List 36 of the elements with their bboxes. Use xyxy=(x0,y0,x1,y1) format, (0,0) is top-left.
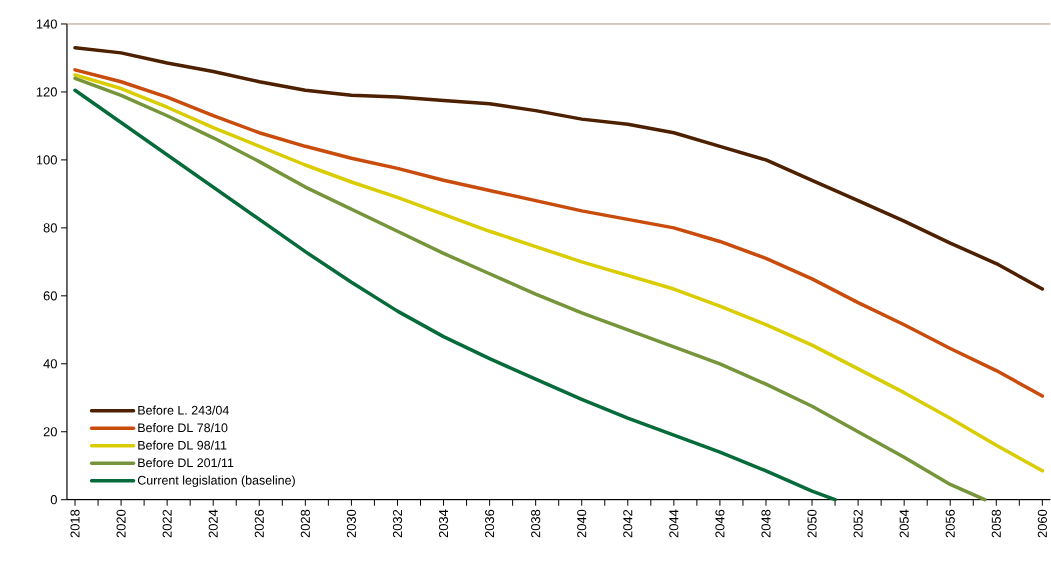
x-tick-label: 2054 xyxy=(899,509,909,538)
x-tick-label: 2030 xyxy=(346,509,356,538)
x-tick-label: 2050 xyxy=(807,509,817,538)
x-tick-label: 2028 xyxy=(300,509,310,538)
x-tick-label: 2052 xyxy=(853,510,863,538)
legend-label: Before DL 78/10 xyxy=(138,423,228,433)
x-tick-label: 2032 xyxy=(392,510,403,538)
x-tick-label: 2024 xyxy=(208,509,218,538)
x-tick-label: 2022 xyxy=(162,510,172,538)
legend-label: Before DL 98/11 xyxy=(138,440,227,450)
y-tick-label: 20 xyxy=(43,427,57,437)
x-tick-label: 2034 xyxy=(438,509,449,538)
x-tick-label: 2020 xyxy=(116,509,126,538)
x-tick-label: 2026 xyxy=(254,509,264,538)
x-tick-label: 2060 xyxy=(1037,509,1047,538)
x-tick-label: 2038 xyxy=(531,509,541,538)
legend-label: Before DL 201/11 xyxy=(138,458,234,468)
y-tick-label: 120 xyxy=(36,87,57,97)
x-tick-label: 2048 xyxy=(761,509,771,538)
x-tick-label: 2056 xyxy=(945,509,955,538)
x-tick-label: 2036 xyxy=(485,509,495,538)
y-tick-label: 100 xyxy=(36,155,57,165)
y-tick-label: 40 xyxy=(43,359,57,369)
x-tick-label: 2018 xyxy=(70,509,80,538)
x-tick-label: 2058 xyxy=(991,509,1001,538)
x-tick-label: 2046 xyxy=(715,509,725,538)
y-tick-label: 80 xyxy=(43,223,57,233)
x-tick-label: 2042 xyxy=(623,510,633,538)
y-tick-label: 60 xyxy=(43,291,57,301)
legend-label: Current legislation (baseline) xyxy=(137,475,295,488)
x-tick-label: 2040 xyxy=(577,509,587,538)
y-tick-label: 0 xyxy=(50,495,57,505)
line-series xyxy=(73,46,1045,291)
legend-label: Before L. 243/04 xyxy=(138,405,229,415)
y-tick-label: 140 xyxy=(36,19,57,29)
x-tick-label: 2044 xyxy=(669,509,679,538)
